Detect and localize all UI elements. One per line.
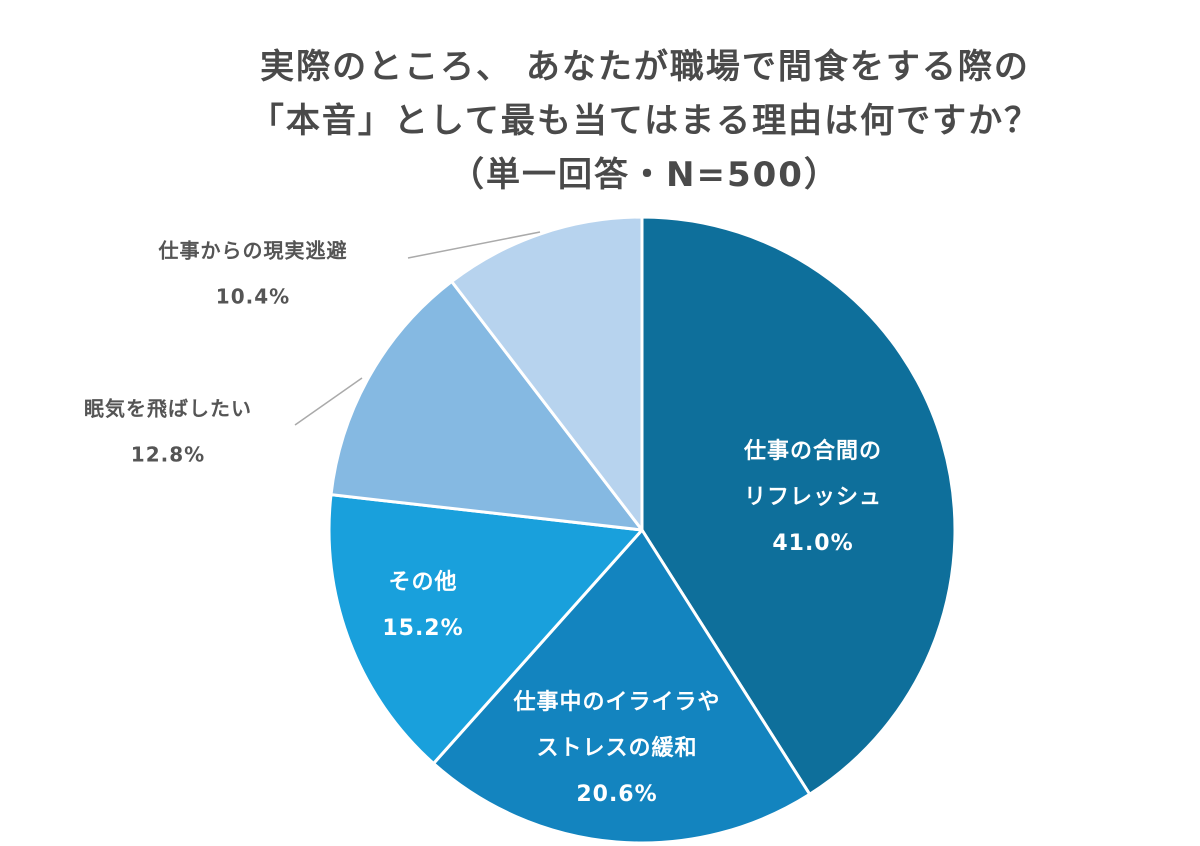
chart-title-line-3: （単一回答・N=500） [450,155,840,195]
slice-category-label-2: ストレスの緩和 [536,735,697,761]
slice-category-label-1: 仕事の合間の [743,438,882,464]
slice-category-label-2: 仕事中のイライラや [512,689,720,715]
slice-value-label-3: 15.2% [382,616,463,641]
pie-slice-5 [450,215,644,532]
slice-value-label-1: 41.0% [772,531,853,556]
slice-category-label-4: 眠気を飛ばしたい [84,397,252,421]
slice-value-label-2: 20.6% [576,782,657,807]
pie-slice-4 [329,279,644,532]
chart-title: 実際のところ、 あなたが職場で間食をする際の 「本音」として最も当てはまる理由は… [0,40,1200,202]
chart-title-line-1: 実際のところ、 あなたが職場で間食をする際の [260,47,1030,87]
slice-value-label-5: 10.4% [216,285,290,309]
slice-category-label-1: リフレッシュ [744,485,882,510]
chart-title-line-2: 「本音」として最も当てはまる理由は何ですか？ [249,101,1041,141]
pie-slice-3 [327,493,644,765]
slice-value-label-4: 12.8% [131,443,205,467]
leader-line-4 [294,377,363,426]
pie-slice-1 [640,215,957,796]
slice-category-label-5: 仕事からの現実逃避 [158,239,348,263]
leader-line-5 [407,231,541,259]
slice-category-label-3: その他 [388,570,457,595]
pie-slice-2 [432,528,812,845]
